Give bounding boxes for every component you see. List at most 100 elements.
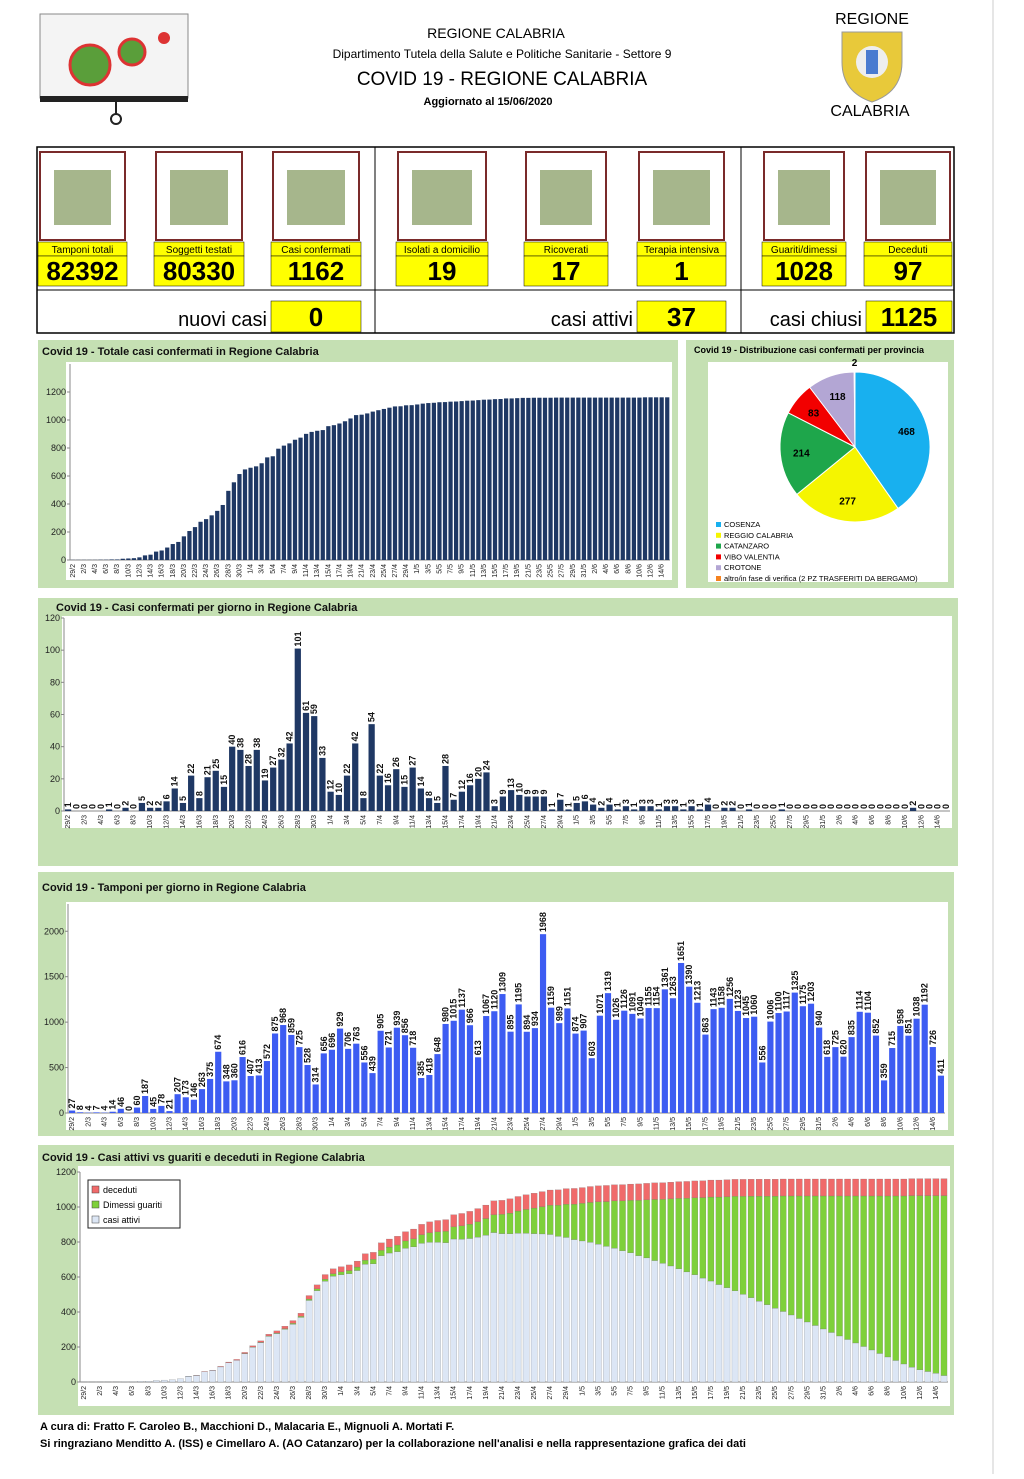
bar-segment (668, 1199, 674, 1266)
x-tick-label: 9/4 (292, 564, 299, 574)
x-tick-label: 3/4 (259, 564, 266, 574)
x-tick-label: 26/3 (278, 815, 285, 829)
y-tick-label: 0 (55, 806, 60, 816)
x-tick-label: 20/3 (231, 1117, 238, 1131)
bar (134, 1108, 140, 1113)
bar-segment (836, 1179, 842, 1196)
x-tick-label: 28/3 (296, 1117, 303, 1131)
summary-label: casi chiusi (770, 309, 862, 331)
chart-title: Covid 19 - Casi attivi vs guariti e dece… (42, 1152, 366, 1164)
x-tick-label: 23/5 (754, 815, 761, 829)
bar (418, 1078, 424, 1113)
bar (199, 1089, 205, 1113)
data-label: 863 (700, 1018, 710, 1033)
x-tick-label: 12/3 (167, 1117, 174, 1131)
bar-segment (370, 1259, 376, 1264)
x-tick-label: 16/3 (159, 564, 166, 578)
bar (476, 400, 480, 560)
bar-segment (177, 1379, 183, 1382)
x-tick-label: 7/5 (448, 564, 455, 574)
department: Dipartimento Tutela della Salute e Polit… (333, 47, 672, 61)
bar (198, 522, 202, 560)
data-label: 5 (137, 796, 147, 801)
bar-segment (443, 1231, 449, 1242)
bar-segment (314, 1285, 320, 1289)
bar-segment (660, 1183, 666, 1200)
card-label: Isolati a domicilio (404, 245, 481, 256)
x-tick-label: 25/4 (381, 564, 388, 578)
bar-segment (893, 1360, 899, 1382)
bar-segment (644, 1183, 650, 1199)
bar-segment (242, 1352, 248, 1353)
y-tick-label: 600 (61, 1272, 76, 1282)
footer-line: A cura di: Fratto F. Caroleo B., Macchio… (40, 1421, 454, 1433)
x-tick-label: 10/6 (636, 564, 643, 578)
bar (106, 809, 112, 811)
x-tick-label: 17/4 (459, 815, 466, 829)
bar (621, 398, 625, 560)
x-tick-label: 9/5 (459, 564, 466, 574)
bar-segment (507, 1213, 513, 1234)
bar-segment (925, 1179, 931, 1196)
data-label: 1263 (668, 976, 678, 996)
bar (394, 1028, 400, 1113)
bar (386, 1047, 392, 1113)
x-tick-label: 4/6 (849, 1117, 856, 1127)
data-label: 28 (244, 754, 254, 764)
bar (207, 1079, 213, 1113)
bar (180, 803, 186, 811)
bar-segment (427, 1242, 433, 1382)
x-tick-label: 25/5 (548, 564, 555, 578)
bar (65, 809, 71, 811)
x-tick-label: 31/5 (581, 564, 588, 578)
data-label: 7 (449, 793, 459, 798)
x-tick-label: 25/5 (771, 815, 778, 829)
bar (137, 557, 141, 560)
bar-segment (451, 1239, 457, 1382)
x-tick-label: 10/6 (901, 1386, 908, 1400)
data-label: 32 (276, 748, 286, 758)
x-tick-label: 9/5 (644, 1386, 651, 1396)
icon (54, 170, 111, 225)
x-tick-label: 3/4 (345, 1117, 352, 1127)
data-label: 14 (170, 776, 180, 786)
data-label: 1104 (863, 991, 873, 1011)
bar-segment (732, 1196, 738, 1291)
bar (410, 768, 416, 811)
bar (889, 1048, 895, 1113)
x-tick-label: 14/3 (194, 1386, 201, 1400)
bar-segment (652, 1183, 658, 1200)
bar (332, 425, 336, 560)
bar (254, 466, 258, 560)
bar (155, 808, 161, 811)
data-label: 940 (814, 1011, 824, 1026)
bar (143, 555, 147, 560)
bar (491, 1011, 497, 1113)
x-tick-label: 19/4 (348, 564, 355, 578)
x-tick-label: 6/3 (114, 815, 121, 825)
bar (410, 405, 414, 560)
x-tick-label: 24/3 (262, 815, 269, 829)
x-tick-label: 10/3 (147, 815, 154, 829)
bar-segment (354, 1271, 360, 1382)
bar-segment (250, 1347, 256, 1382)
x-tick-label: 21/4 (359, 564, 366, 578)
icon (170, 170, 228, 225)
x-tick-label: 9/5 (639, 815, 646, 825)
bar (421, 404, 425, 560)
bar (176, 542, 180, 560)
bar (857, 1012, 863, 1113)
bar-segment (378, 1243, 384, 1251)
x-tick-label: 2/3 (81, 564, 88, 574)
data-label: 7 (555, 793, 565, 798)
data-label: 60 (132, 1096, 142, 1106)
bar (223, 1081, 229, 1113)
bar-segment (804, 1196, 810, 1322)
x-tick-label: 26/3 (214, 564, 221, 578)
bar (492, 806, 498, 811)
bar (304, 434, 308, 560)
x-tick-label: 12/3 (177, 1386, 184, 1400)
bar (365, 413, 369, 560)
bar (77, 1112, 83, 1113)
